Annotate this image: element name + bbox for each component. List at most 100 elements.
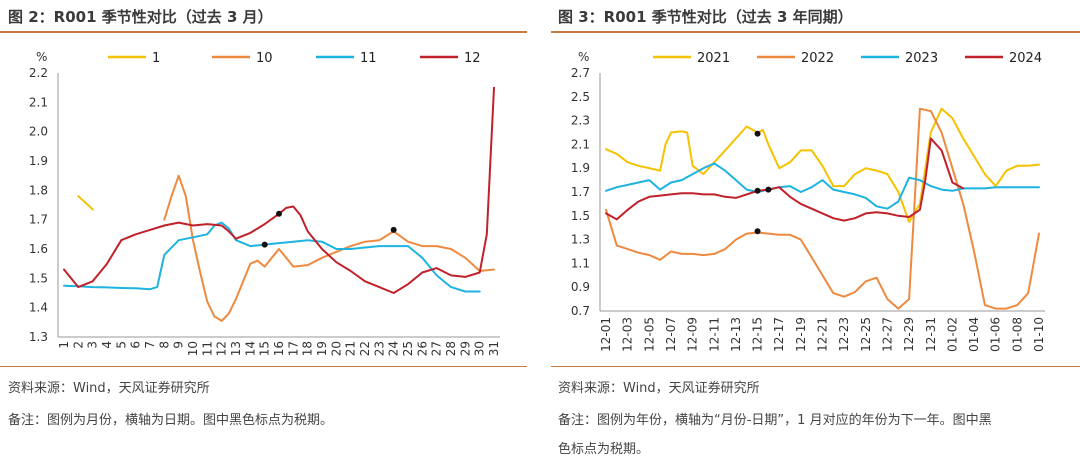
x-tick-label: 5 [114, 341, 128, 349]
x-tick-label: 12-17 [772, 317, 786, 352]
left-source: 资料来源：Wind，天风证券研究所 [8, 381, 210, 396]
x-tick-label: 12-21 [816, 317, 830, 352]
x-tick-label: 12-01 [599, 317, 613, 352]
legend-label-2022: 2022 [801, 51, 834, 66]
right-note-line1: 备注：图例为年份，横轴为“月份-日期”，1 月对应的年份为下一年。图中黑 [558, 413, 992, 428]
x-tick-label: 12-07 [664, 317, 678, 352]
series-line-2023 [605, 162, 1040, 210]
x-tick-label: 3 [86, 341, 100, 349]
right-line-chart: % 2.7 2.5 2.3 2.1 1.9 1.7 1.5 1.3 1.1 0.9 0.7 12-01 1… [571, 50, 1046, 352]
x-tick-label: 01-02 [945, 317, 959, 352]
y-tick-label: 1.3 [29, 330, 48, 344]
series-line-1 [77, 195, 94, 211]
y-tick-label: 1.5 [571, 209, 590, 223]
x-tick-label: 6 [129, 341, 143, 349]
series-line-10 [163, 174, 495, 322]
x-tick-label: 20 [329, 341, 343, 356]
x-tick-label: 12 [215, 341, 229, 356]
y-tick-label: 1.8 [29, 183, 48, 197]
x-tick-label: 12-13 [729, 317, 743, 352]
y-tick-label: 2.7 [571, 66, 590, 80]
x-tick-label: 30 [473, 341, 487, 356]
series-line-2024 [605, 137, 965, 222]
right-source: 资料来源：Wind，天风证券研究所 [558, 381, 760, 396]
x-tick-label: 26 [415, 341, 429, 356]
x-tick-label: 01-10 [1032, 317, 1046, 352]
tax-period-point [765, 186, 772, 193]
left-figure-title: 图 2：R001 季节性对比（过去 3 月） [8, 8, 273, 26]
y-tick-label: 2.5 [571, 90, 590, 104]
y-tick-label: 1.9 [571, 161, 590, 175]
x-tick-label: 18 [301, 341, 315, 356]
legend-label-12: 12 [464, 51, 481, 66]
x-tick-label: 7 [143, 341, 157, 349]
x-tick-label: 25 [401, 341, 415, 356]
x-tick-label: 01-06 [989, 317, 1003, 352]
y-tick-label: 0.7 [571, 304, 590, 318]
x-tick-label: 31 [487, 341, 501, 356]
x-tick-label: 4 [100, 341, 114, 349]
tax-period-point [276, 210, 282, 217]
x-tick-label: 12-25 [859, 317, 873, 352]
legend-label-10: 10 [256, 51, 273, 66]
x-tick-label: 2 [71, 341, 85, 349]
legend-label-11: 11 [360, 51, 377, 66]
y-axis-unit-label: % [578, 50, 589, 64]
x-tick-label: 12-23 [837, 317, 851, 352]
legend-label-2021: 2021 [697, 51, 730, 66]
tax-period-point [754, 187, 761, 194]
x-tick-label: 01-08 [1010, 317, 1024, 352]
x-tick-label: 19 [315, 341, 329, 356]
x-tick-label: 8 [157, 341, 171, 349]
x-tick-label: 29 [458, 341, 472, 356]
y-tick-label: 2.3 [571, 114, 590, 128]
legend-label-2023: 2023 [905, 51, 938, 66]
x-tick-label: 22 [358, 341, 372, 356]
x-tick-label: 12-15 [751, 317, 765, 352]
x-tick-label: 12-31 [924, 317, 938, 352]
right-note-line2: 色标点为税期。 [558, 442, 650, 457]
y-tick-label: 1.4 [29, 301, 48, 315]
x-tick-label: 12-27 [880, 317, 894, 352]
right-title-rule [551, 31, 1080, 33]
x-tick-label: 28 [444, 341, 458, 356]
x-tick-label: 15 [258, 341, 272, 356]
x-tick-label: 23 [372, 341, 386, 356]
x-tick-label: 12-09 [686, 317, 700, 352]
x-tick-label: 14 [243, 341, 257, 356]
y-tick-label: 2.2 [29, 66, 48, 80]
x-tick-label: 1 [57, 341, 71, 349]
y-tick-label: 1.6 [29, 242, 48, 256]
tax-period-point [390, 226, 397, 233]
tax-period-point [261, 241, 268, 248]
y-tick-label: 1.5 [29, 271, 48, 285]
y-tick-label: 1.1 [571, 256, 590, 270]
x-tick-label: 13 [229, 341, 243, 356]
x-tick-label: 10 [186, 341, 200, 356]
x-tick-label: 9 [172, 341, 186, 349]
tax-period-point [754, 228, 761, 235]
x-tick-label: 12-05 [642, 317, 656, 352]
y-tick-label: 2.1 [29, 95, 48, 109]
y-axis-unit-label: % [36, 50, 47, 64]
right-source-rule [551, 366, 1080, 367]
x-tick-label: 21 [344, 341, 358, 356]
series-line-12 [63, 86, 495, 294]
series-line-2021 [605, 107, 1040, 223]
x-tick-label: 11 [200, 341, 214, 356]
right-figure-title: 图 3：R001 季节性对比（过去 3 年同期） [558, 8, 853, 26]
x-tick-label: 01-04 [967, 317, 981, 352]
x-tick-label: 12-29 [902, 317, 916, 352]
series-line-11 [63, 221, 481, 293]
x-tick-label: 12-03 [621, 317, 635, 352]
x-tick-label: 17 [286, 341, 300, 356]
y-tick-label: 1.3 [571, 233, 590, 247]
left-note: 备注：图例为月份，横轴为日期。图中黑色标点为税期。 [8, 413, 334, 428]
left-line-chart: %2.22.12.01.91.81.71.61.51.41.31 2 3 4 5 6 7 8 9… [29, 50, 501, 356]
left-title-rule [0, 31, 527, 33]
y-tick-label: 1.7 [571, 185, 590, 199]
y-tick-label: 0.9 [571, 280, 590, 294]
x-tick-label: 16 [272, 341, 286, 356]
y-tick-label: 2.0 [29, 125, 48, 139]
y-tick-label: 1.9 [29, 154, 48, 168]
